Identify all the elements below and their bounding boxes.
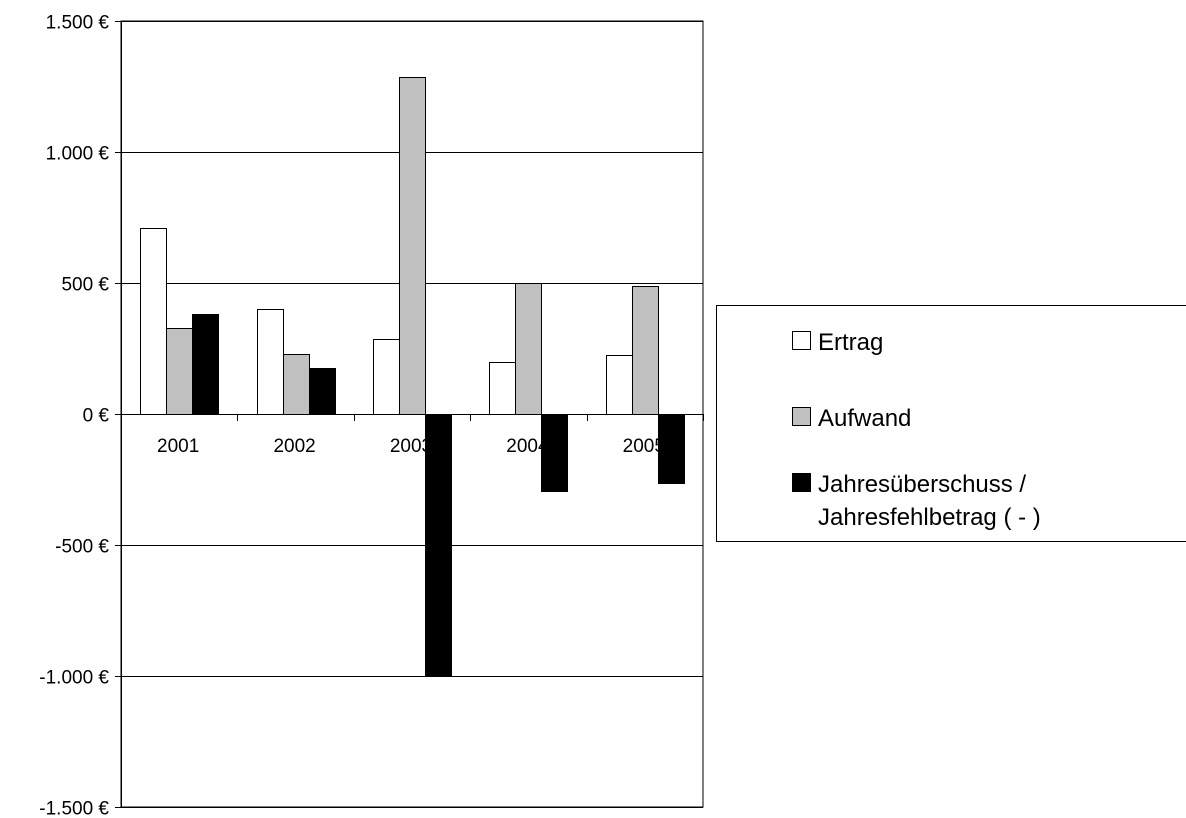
x-tick-label: 2005 <box>623 436 665 457</box>
x-tick-label: 2002 <box>273 436 315 457</box>
y-tick-label: -1.000 € <box>39 668 109 689</box>
legend-swatch <box>792 407 811 426</box>
bar <box>140 228 167 415</box>
bar <box>425 414 452 677</box>
y-tick-label: 1.000 € <box>46 144 110 165</box>
y-tick-label: 0 € <box>83 406 110 427</box>
y-tick-label: 500 € <box>61 275 109 296</box>
y-tick-labels: 1.500 € 1.000 € 500 € 0 € -500 € -1.000 € -1.5… <box>39 13 109 818</box>
legend-label: Jahresüberschuss / <box>818 471 1026 498</box>
bar <box>257 309 284 415</box>
axes <box>115 21 704 808</box>
bar <box>658 414 685 484</box>
x-tick-label: 2004 <box>506 436 549 457</box>
x-tick-label: 2001 <box>157 436 199 457</box>
bar <box>489 362 516 415</box>
x-tick-label: 2003 <box>390 436 432 457</box>
legend-swatch <box>792 331 811 350</box>
legend: Ertrag Aufwand Jahresüberschuss / Jahresfeh… <box>716 305 1186 542</box>
bars <box>140 77 685 677</box>
bar <box>373 339 400 415</box>
x-tick-labels: 2001 2002 2003 2004 2005 <box>157 436 665 457</box>
bar <box>632 286 659 415</box>
bar <box>515 283 542 415</box>
bar <box>166 328 193 415</box>
y-tick-label: 1.500 € <box>46 13 110 34</box>
bar <box>283 354 310 415</box>
legend-swatch <box>792 473 811 492</box>
legend-label: Aufwand <box>818 405 911 432</box>
bar <box>399 77 426 415</box>
y-tick-label: -1.500 € <box>39 799 109 818</box>
bar <box>606 355 633 415</box>
y-tick-label: -500 € <box>55 537 109 558</box>
bar <box>192 314 219 415</box>
legend-label: Ertrag <box>818 329 883 356</box>
legend-label-line2: Jahresfehlbetrag ( - ) <box>818 504 1041 531</box>
bar <box>309 368 336 415</box>
